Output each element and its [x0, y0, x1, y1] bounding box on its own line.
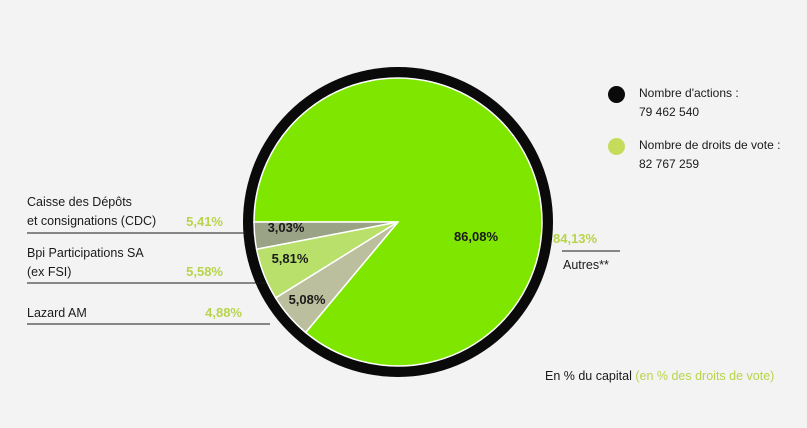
label-bpi: Bpi Participations SA (ex FSI)	[27, 244, 144, 282]
legend-votes-dot	[608, 138, 625, 155]
label-lazard: Lazard AM	[27, 306, 87, 320]
slice-label-cdc: 3,03%	[268, 220, 305, 235]
legend-votes-label: Nombre de droits de vote :	[639, 138, 781, 152]
label-bpi-line1: Bpi Participations SA	[27, 246, 144, 260]
footer-main: En % du capital	[545, 369, 632, 383]
legend-actions-label: Nombre d'actions :	[639, 86, 739, 100]
legend-actions-dot	[608, 86, 625, 103]
legend-actions: Nombre d'actions : 79 462 540	[639, 84, 739, 122]
legend-votes: Nombre de droits de vote : 82 767 259	[639, 136, 780, 174]
pie-slice-lazard	[274, 221, 399, 334]
slice-label-bpi: 5,81%	[272, 251, 309, 266]
label-cdc: Caisse des Dépôts et consignations (CDC)	[27, 193, 156, 231]
label-autres: Autres**	[563, 258, 609, 272]
vote-pct-autres: 84,13%	[553, 231, 598, 246]
legend-actions-value: 79 462 540	[639, 105, 700, 119]
vote-pct-lazard: 4,88%	[205, 305, 242, 320]
label-cdc-line1: Caisse des Dépôts	[27, 195, 132, 209]
label-cdc-line2: et consignations (CDC)	[27, 214, 157, 228]
slice-label-autres: 86,08%	[454, 229, 499, 244]
vote-pct-bpi: 5,58%	[186, 264, 223, 279]
label-bpi-line2: (ex FSI)	[27, 265, 72, 279]
vote-pct-cdc: 5,41%	[186, 214, 223, 229]
legend-votes-value: 82 767 259	[639, 157, 700, 171]
footer-note: En % du capital (en % des droits de vote…	[545, 369, 774, 383]
slice-label-lazard: 5,08%	[289, 292, 326, 307]
footer-paren: (en % des droits de vote)	[635, 369, 775, 383]
